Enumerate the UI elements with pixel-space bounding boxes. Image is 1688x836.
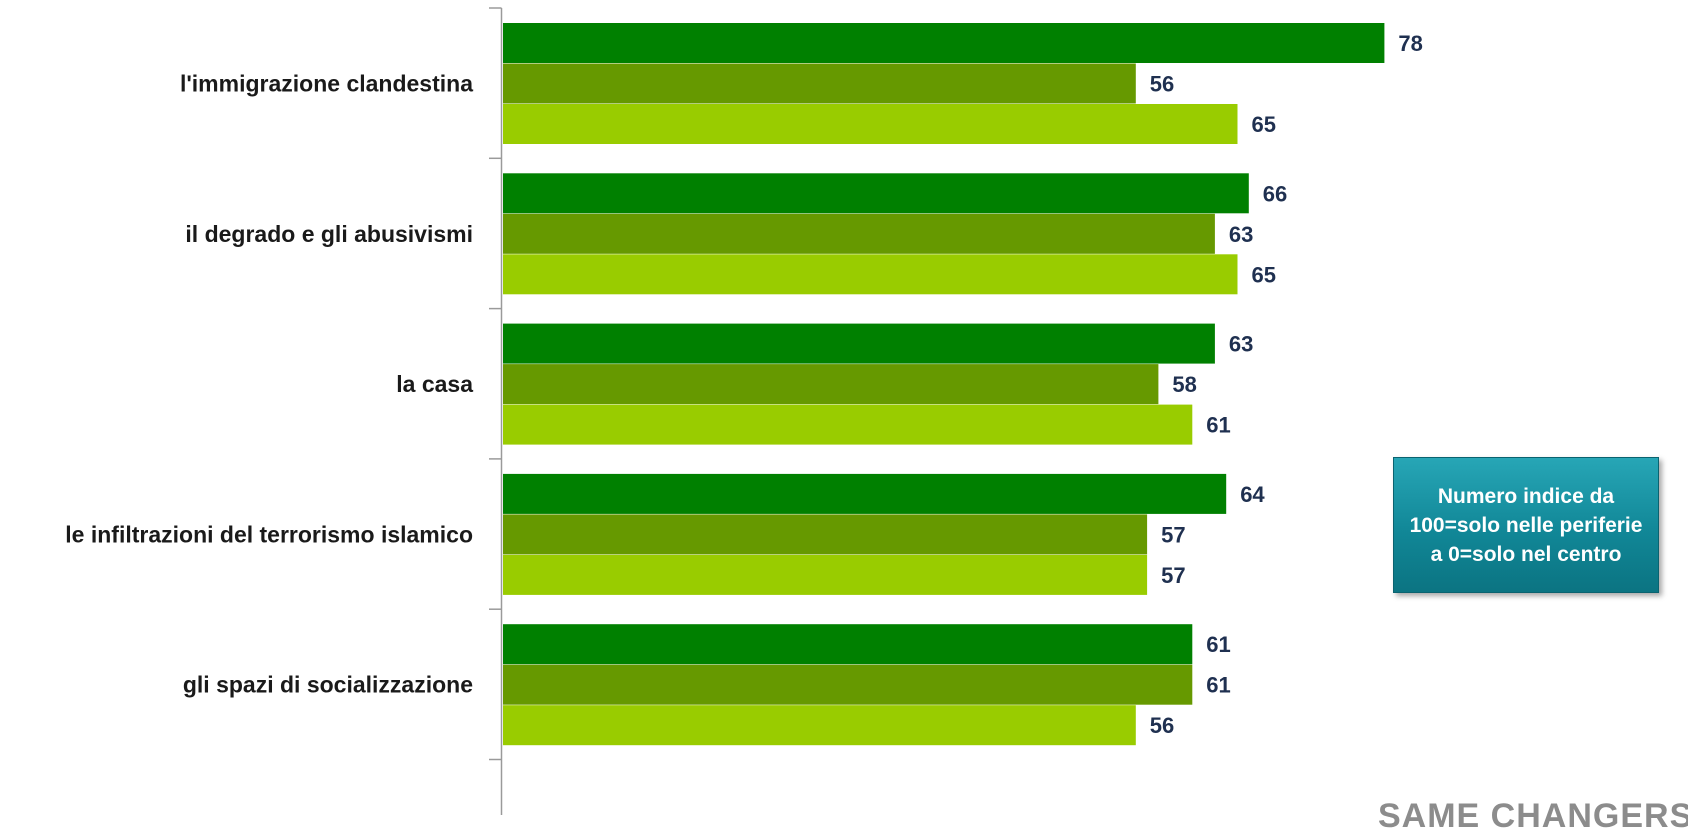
bar-series-1 <box>503 624 1193 665</box>
data-label: 58 <box>1172 372 1196 397</box>
category-label: gli spazi di socializzazione <box>183 672 473 698</box>
bar-series-2 <box>503 664 1193 705</box>
data-label: 56 <box>1150 72 1174 97</box>
data-label: 66 <box>1263 181 1287 206</box>
bar-series-3 <box>503 104 1238 144</box>
data-label: 65 <box>1252 112 1276 137</box>
bar-series-1 <box>503 173 1249 214</box>
bar-series-3 <box>503 554 1148 595</box>
index-note-line-3: a 0=solo nel centro <box>1430 542 1622 566</box>
category-label: le infiltrazioni del terrorismo islamico <box>65 521 473 547</box>
data-label: 65 <box>1252 262 1276 287</box>
bar-series-1 <box>503 323 1215 364</box>
bar-series-3 <box>503 404 1193 445</box>
bar-series-3 <box>503 254 1238 295</box>
bar-series-1 <box>503 23 1385 63</box>
bar-series-2 <box>503 213 1215 254</box>
data-label: 61 <box>1206 413 1230 438</box>
index-note-line-2: 100=solo nelle periferie <box>1409 513 1643 537</box>
brand-logo-fragment: SAME CHANGERS <box>1378 797 1688 835</box>
index-note-line-1: Numero indice da <box>1437 484 1615 508</box>
index-note-box: Numero indice da 100=solo nelle periferi… <box>1393 457 1659 593</box>
data-label: 61 <box>1206 632 1230 657</box>
bar-series-2 <box>503 514 1148 555</box>
bar-series-3 <box>503 705 1136 746</box>
bar-series-2 <box>503 63 1136 104</box>
category-label: il degrado e gli abusivismi <box>185 221 473 247</box>
bar-series-2 <box>503 364 1159 405</box>
data-label: 57 <box>1161 522 1185 547</box>
bar-chart: 78 56 65 l'immigrazione clandestina 66 63 65 il… <box>65 7 1423 815</box>
data-label: 63 <box>1229 332 1253 357</box>
data-label: 57 <box>1161 563 1185 588</box>
chart: 78 56 65 l'immigrazione clandestina 66 63 65 il… <box>65 7 1688 835</box>
category-label: la casa <box>396 371 473 397</box>
bar-series-1 <box>503 473 1227 514</box>
category-label: l'immigrazione clandestina <box>180 71 473 97</box>
data-label: 61 <box>1206 673 1230 698</box>
data-label: 78 <box>1398 31 1422 56</box>
data-label: 64 <box>1240 482 1265 507</box>
data-label: 63 <box>1229 222 1253 247</box>
data-label: 56 <box>1150 713 1174 738</box>
